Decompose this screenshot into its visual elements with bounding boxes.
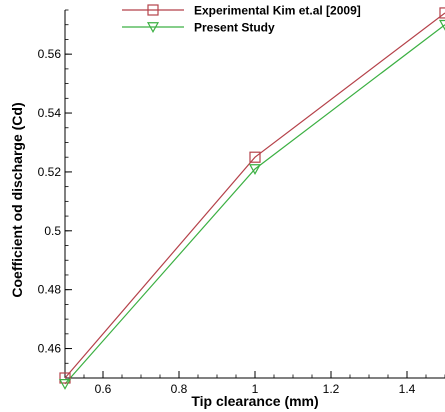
legend-label: Experimental Kim et.al [2009]: [194, 4, 361, 18]
x-tick-label: 0.8: [171, 382, 188, 396]
y-tick-label: 0.5: [44, 224, 61, 238]
y-tick-label: 0.52: [38, 165, 62, 179]
x-tick-label: 0.6: [95, 382, 112, 396]
y-tick-label: 0.46: [38, 342, 62, 356]
square-marker: [249, 151, 261, 163]
plot-area: 0.6 0.8 1 1.2 1.4 0.46 0.48 0.5 0.52 0.54 0.56: [38, 7, 445, 396]
x-tick-label: 1: [252, 382, 259, 396]
square-marker: [59, 372, 71, 384]
series-markers: [58, 7, 445, 390]
y-tick-label: 0.56: [38, 47, 62, 61]
square-marker: [147, 4, 159, 16]
x-tick-label: 1.4: [399, 382, 416, 396]
triangle-down-marker: [438, 19, 445, 31]
legend-label: Present Study: [194, 21, 275, 35]
legend: Experimental Kim et.al [2009] Present Stu…: [122, 4, 361, 35]
x-axis-title: Tip clearance (mm): [191, 393, 318, 409]
triangle-down-marker: [146, 22, 160, 33]
y-axis-title: Coefficient od discharge (Cd): [9, 102, 25, 297]
triangle-down-marker: [58, 379, 72, 390]
axis-ticks: 0.6 0.8 1 1.2 1.4 0.46 0.48 0.5 0.52 0.54 0.56: [38, 9, 445, 396]
x-tick-label: 1.2: [323, 382, 340, 396]
series-line-present-study: [64, 24, 445, 385]
y-tick-label: 0.54: [38, 106, 62, 120]
y-tick-label: 0.48: [38, 283, 62, 297]
series-line-experimental: [64, 12, 445, 379]
square-marker: [439, 7, 445, 19]
series-lines: [64, 12, 445, 385]
triangle-down-marker: [248, 164, 262, 175]
